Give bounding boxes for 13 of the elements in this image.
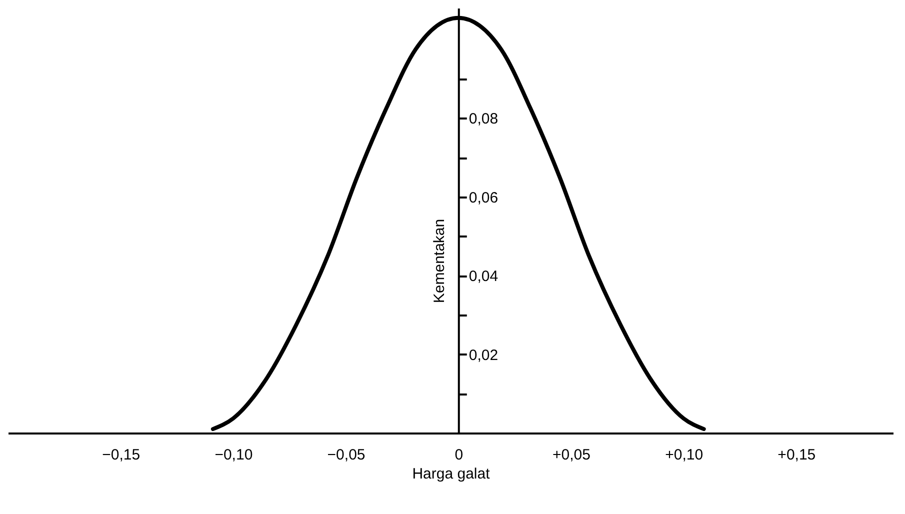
x-tick-label: +0,05	[552, 446, 590, 464]
y-tick-label: 0,06	[468, 189, 498, 206]
y-tick-label: 0,02	[468, 346, 498, 364]
x-tick-label: −0,05	[327, 446, 366, 464]
x-tick-label: 0	[454, 446, 464, 464]
x-tick-label: −0,10	[214, 446, 253, 464]
y-axis-title: Kementakan	[430, 218, 448, 304]
x-axis-title: Harga galat	[412, 466, 491, 482]
x-tick-label: +0,15	[778, 446, 816, 464]
y-tick-label: 0,08	[468, 110, 498, 128]
x-tick-label: −0,15	[102, 446, 140, 464]
y-tick-label: 0,04	[468, 268, 498, 286]
x-tick-label: +0,10	[665, 446, 704, 464]
